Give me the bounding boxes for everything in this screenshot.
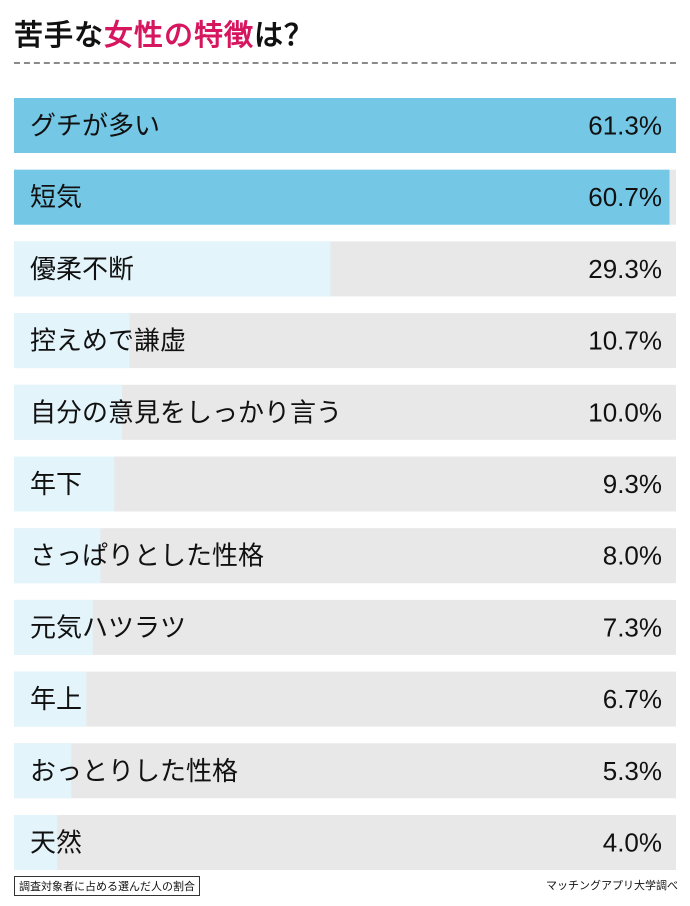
bar-track [14, 815, 676, 870]
category-label: グチが多い [30, 112, 160, 142]
bar-track [14, 384, 676, 440]
value-label: 8.0% [603, 541, 662, 571]
value-label: 60.7% [588, 182, 662, 212]
bar [14, 169, 670, 225]
value-label: 9.3% [603, 469, 662, 499]
value-label: 5.3% [603, 756, 662, 786]
bar [14, 313, 130, 369]
title-part-1: 苦手な [14, 18, 105, 52]
category-label: 年下 [30, 470, 82, 500]
category-label: 元気ハツラツ [30, 613, 186, 643]
bar [14, 384, 122, 440]
value-label: 7.3% [603, 612, 662, 642]
value-label: 6.7% [603, 684, 662, 714]
category-label: 優柔不断 [30, 255, 134, 285]
title-divider [14, 62, 676, 64]
bar [14, 528, 101, 584]
title-accent: 女性の特徴 [104, 18, 255, 52]
category-label: 自分の意見をしっかり言う [30, 398, 342, 428]
title-part-2: は？ [254, 18, 315, 52]
bar [14, 599, 93, 655]
chart-title: 苦手な女性の特徴は？ [14, 12, 314, 54]
category-label: 短気 [30, 183, 82, 213]
bar [14, 456, 115, 512]
bar [14, 815, 58, 870]
footnote: 調査対象者に占める選んだ人の割合 [14, 876, 200, 896]
bar [14, 241, 331, 297]
category-label: 年上 [30, 685, 82, 715]
category-label: 控えめで謙虚 [30, 327, 186, 357]
bar-track [14, 456, 676, 512]
category-label: さっぱりとした性格 [30, 542, 264, 572]
value-label: 61.3% [588, 111, 662, 141]
category-label: 天然 [30, 829, 82, 859]
category-label: おっとりした性格 [30, 757, 238, 787]
source-credit: マッチングアプリ大学調べ [546, 879, 678, 892]
bar-track [14, 743, 676, 799]
bar [14, 98, 676, 153]
bar [14, 743, 72, 799]
bar [14, 671, 87, 727]
bar-track [14, 671, 676, 727]
value-label: 10.7% [588, 326, 662, 356]
value-label: 4.0% [603, 828, 662, 858]
bar-track [14, 528, 676, 584]
value-label: 10.0% [588, 397, 662, 427]
bar-track [14, 599, 676, 655]
value-label: 29.3% [588, 254, 662, 284]
